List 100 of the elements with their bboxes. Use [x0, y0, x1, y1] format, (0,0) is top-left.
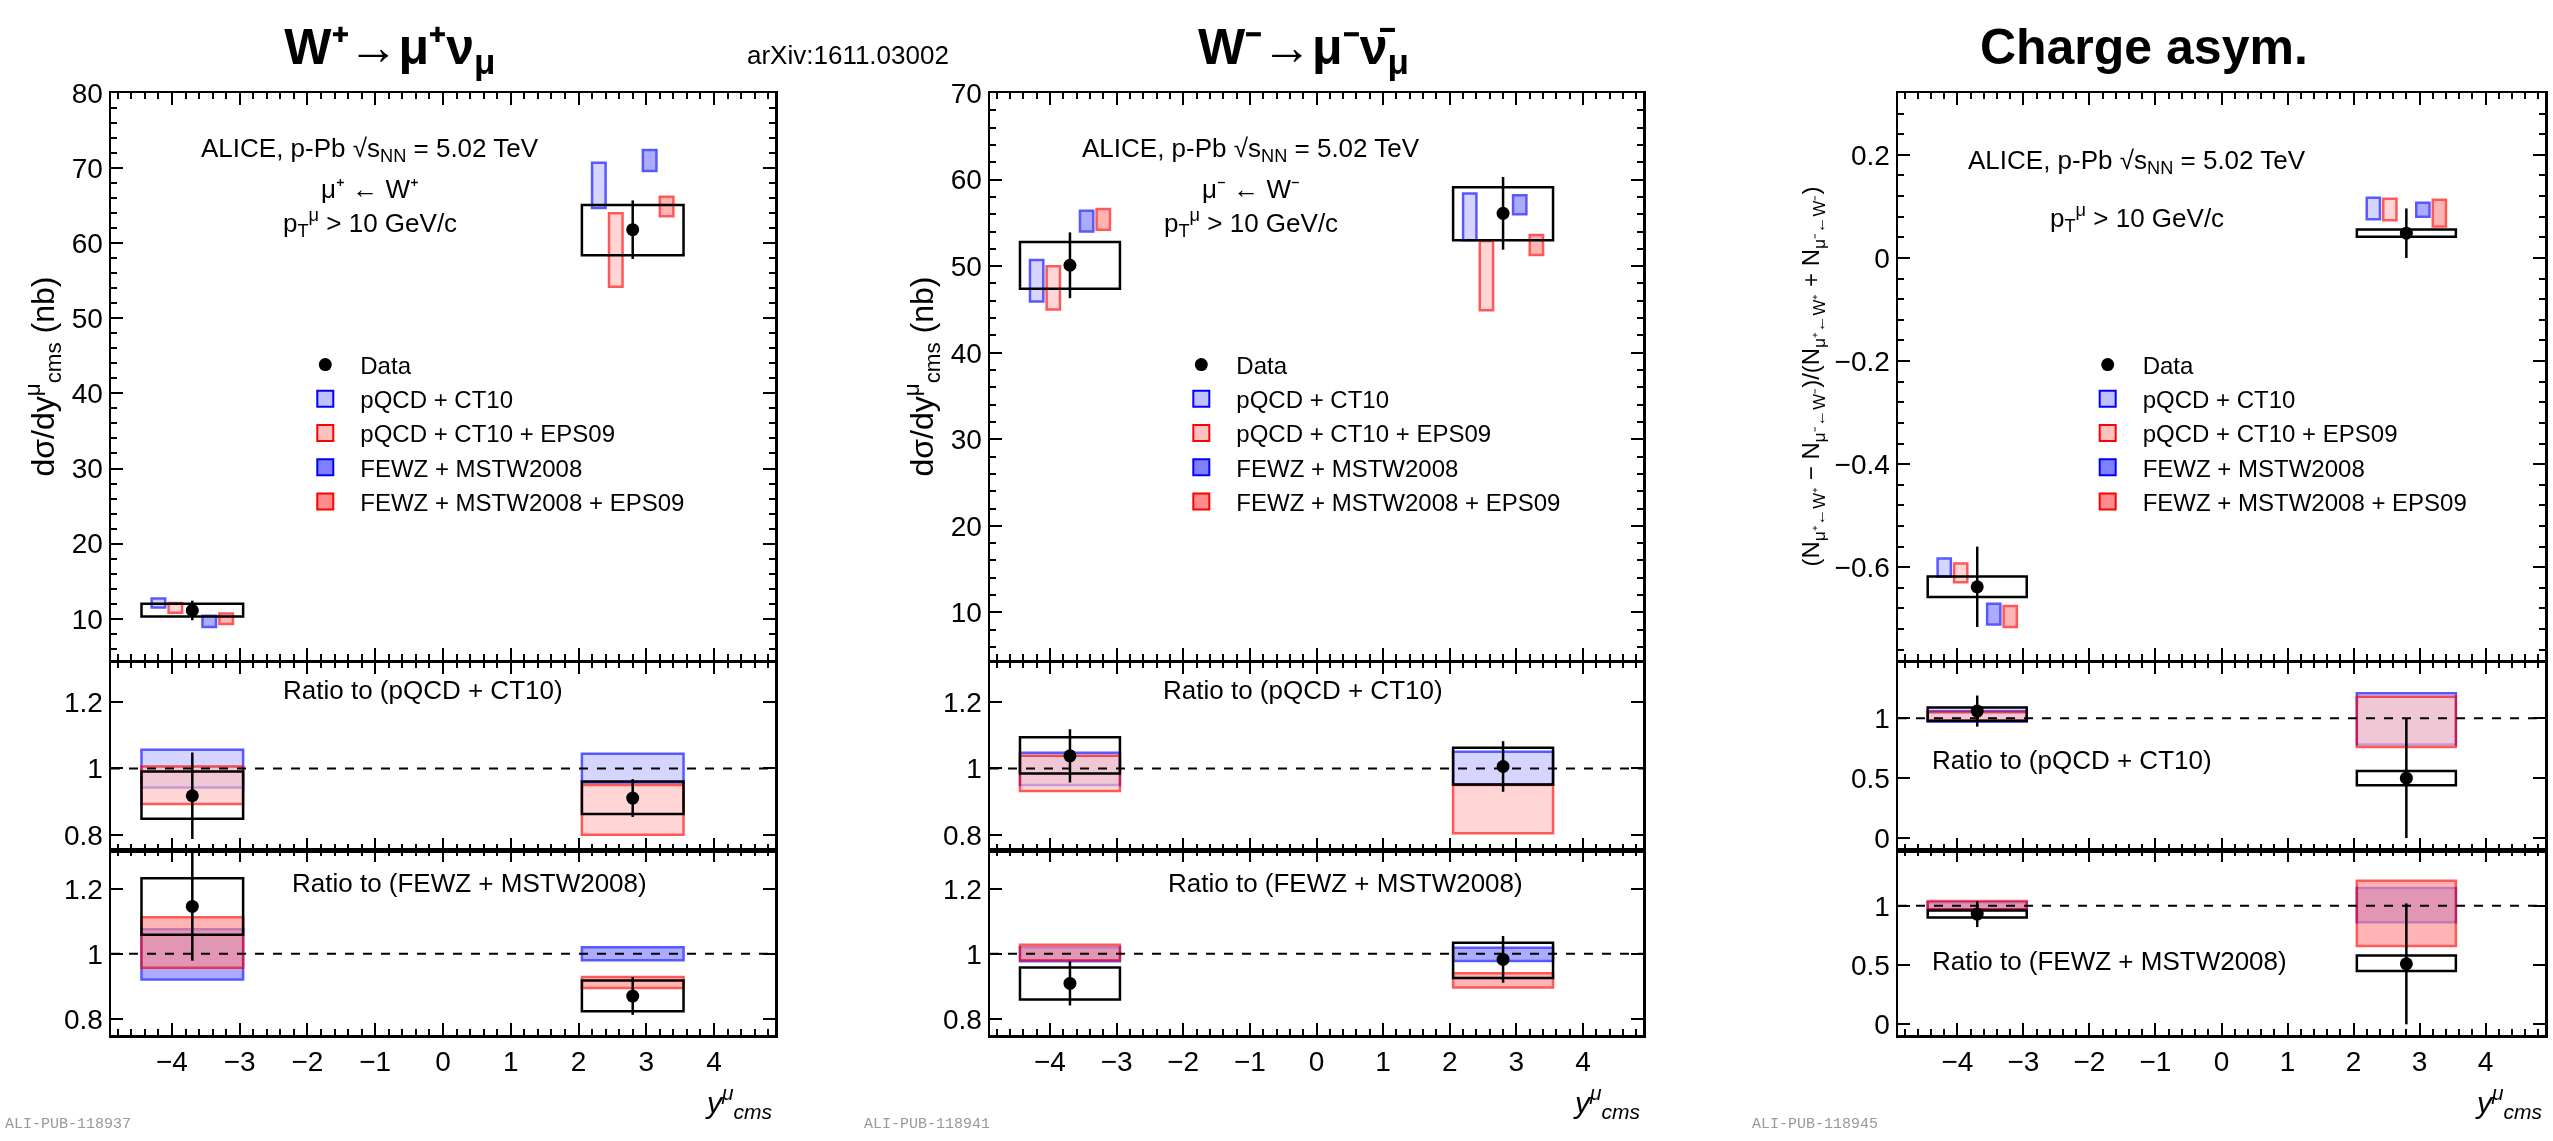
annotation: μ⁻ ← W⁻ [1202, 174, 1300, 204]
y-tick-label: 0.5 [1850, 949, 1890, 981]
y-tick-label: 1 [966, 753, 982, 785]
x-tick-label: 3 [1508, 1046, 1525, 1078]
bar [1078, 209, 1095, 233]
x-tick-label: −1 [1233, 1046, 1266, 1078]
x-tick-label: 3 [638, 1046, 655, 1078]
x-tick-label: 0 [2213, 1046, 2230, 1078]
y-tick-label: 1 [87, 938, 103, 970]
bar [580, 979, 685, 1013]
x-tick-label: 1 [2279, 1046, 2296, 1078]
x-tick-label: 4 [706, 1046, 722, 1078]
y-tick-label: −0.6 [1834, 552, 1890, 584]
legend-label: FEWZ + MSTW2008 + EPS09 [360, 488, 685, 516]
annotation: Ratio to (FEWZ + MSTW2008) [292, 868, 647, 898]
y-tick-label: 40 [950, 337, 982, 369]
y-tick-label: 0.2 [1850, 139, 1890, 171]
bar [658, 195, 675, 218]
y-tick-label: 50 [950, 250, 982, 282]
text: arXiv:1611.03002 [747, 40, 949, 70]
text: ALI-PUB-118941 [864, 1116, 991, 1133]
bar [2431, 198, 2448, 228]
y-tick-label: 0.8 [63, 819, 103, 851]
y-tick-label: 80 [71, 77, 103, 109]
annotation: ALICE, p-Pb √s$_{NN}$ = 5.02 TeV [201, 133, 539, 167]
bar [580, 203, 685, 257]
y-tick-label: 70 [950, 77, 982, 109]
x-tick-label: 4 [1575, 1046, 1591, 1078]
x-tick-label: 2 [2345, 1046, 2362, 1078]
y-tick-label: 10 [950, 597, 982, 629]
y-tick-label: 30 [71, 453, 103, 485]
y-tick-label: 20 [950, 510, 982, 542]
y-tick-label: 0.8 [942, 1003, 982, 1035]
x-tick-label: −2 [2073, 1046, 2106, 1078]
bar [1478, 239, 1495, 312]
x-tick-label: −3 [2007, 1046, 2040, 1078]
y-tick-label: 1 [1874, 703, 1890, 735]
legend-label: Data [1236, 351, 1288, 379]
legend-label: pQCD + CT10 + EPS09 [360, 420, 616, 448]
annotation: Ratio to (pQCD + CT10) [1932, 745, 2212, 775]
bar [2355, 879, 2458, 948]
y-tick-label: 1 [1874, 890, 1890, 922]
x-tick-label: 4 [2477, 1046, 2494, 1078]
x-tick-label: 0 [435, 1046, 451, 1078]
x-tick-label: 0 [1308, 1046, 1325, 1078]
x-tick-label: 1 [1375, 1046, 1391, 1078]
y-tick-label: 0.8 [942, 819, 982, 851]
x-tick-label: −1 [359, 1046, 392, 1078]
bar [1045, 264, 1062, 311]
bar [2365, 196, 2382, 221]
x-tick-label: 1 [502, 1046, 519, 1078]
bar [641, 148, 658, 173]
y-tick-label: 0 [1874, 242, 1890, 274]
y-tick-label: −0.4 [1834, 448, 1890, 480]
bar [607, 211, 624, 289]
bar [140, 602, 245, 618]
bar [1926, 909, 2028, 919]
legend-label: pQCD + CT10 [360, 386, 513, 414]
legend-label: FEWZ + MSTW2008 [2142, 454, 2365, 482]
y-tick-label: 0.8 [63, 1003, 103, 1035]
legend-label: pQCD + CT10 [2142, 386, 2296, 414]
bar [580, 946, 685, 962]
y-tick-label: 0 [1874, 822, 1890, 854]
annotation: μ⁺ ← W⁺ [321, 174, 419, 204]
y-tick-label: 1 [966, 938, 982, 970]
legend-label: FEWZ + MSTW2008 + EPS09 [2142, 488, 2467, 516]
x-tick-label: −2 [291, 1046, 324, 1078]
y-tick-label: 1.2 [63, 686, 103, 718]
y-tick-label: 0.5 [1850, 762, 1890, 794]
y-tick-label: 50 [71, 303, 103, 335]
legend-label: FEWZ + MSTW2008 + EPS09 [1236, 488, 1561, 516]
annotation: Ratio to (FEWZ + MSTW2008) [1932, 946, 2287, 976]
y-tick-label: 0 [1874, 1009, 1890, 1041]
bar [1028, 258, 1045, 303]
bar [1461, 192, 1478, 242]
text: ALI-PUB-118945 [1752, 1116, 1879, 1133]
y-tick-label: 10 [71, 603, 103, 635]
chart-title: Charge asym. [1979, 18, 2308, 75]
bar [2382, 197, 2398, 222]
x-tick-label: −1 [2139, 1046, 2172, 1078]
y-tick-label: 1 [87, 753, 103, 785]
legend-label: Data [2142, 351, 2195, 379]
bar [2415, 201, 2431, 218]
y-tick-label: 20 [71, 528, 103, 560]
y-tick-label: 1.2 [63, 873, 103, 905]
y-tick-label: 60 [71, 228, 103, 259]
chart-title: W⁻→μ⁻ν̄$_{μ}$ [1197, 18, 1409, 81]
x-tick-label: −3 [1100, 1046, 1133, 1078]
x-tick-label: 2 [570, 1046, 587, 1078]
annotation: p$_{T}$$^{μ}$ > 10 GeV/c [2050, 200, 2225, 237]
bar [590, 161, 607, 210]
annotation: p$_{T}$$^{μ}$ > 10 GeV/c [1164, 205, 1339, 242]
x-tick-label: 2 [1441, 1046, 1458, 1078]
y-tick-label: 1.2 [942, 873, 982, 905]
bar [2002, 604, 2019, 629]
x-tick-label: −4 [156, 1046, 188, 1078]
legend-label: pQCD + CT10 [1236, 386, 1390, 414]
bar [580, 780, 685, 816]
text: ALI-PUB-118937 [5, 1116, 132, 1133]
bar [1451, 783, 1555, 835]
